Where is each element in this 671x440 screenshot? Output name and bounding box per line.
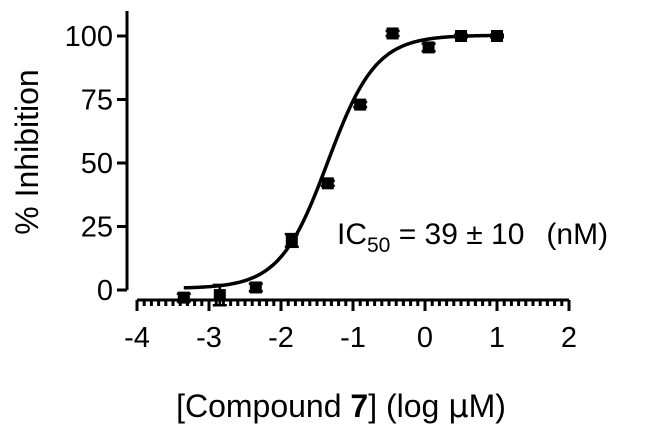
ic50-label: IC (337, 218, 367, 251)
data-point (177, 291, 190, 304)
x-tick-label: 1 (489, 322, 505, 354)
y-axis-title: % Inhibition (9, 69, 45, 234)
x-axis-title: [Compound 7] (log μM) (176, 387, 506, 425)
x-axis-title-compound-number: 7 (350, 388, 368, 424)
ic50-subscript: 50 (367, 234, 390, 257)
x-tick-label: -4 (124, 322, 150, 354)
x-tick-label: -1 (340, 322, 366, 354)
x-tick-label: 2 (561, 322, 577, 354)
x-axis-title-mu: μ (448, 387, 468, 425)
data-point (249, 281, 262, 294)
x-axis-title-part-3: M) (469, 388, 506, 424)
y-tick-label: 25 (81, 212, 113, 244)
x-tick-label: -2 (268, 322, 294, 354)
data-point (491, 30, 503, 42)
data-point (285, 234, 298, 247)
data-point (213, 289, 226, 302)
x-axis-title-part-2: ] (log (368, 388, 448, 424)
y-tick-label: 100 (65, 21, 113, 53)
x-tick-label: -3 (196, 322, 222, 354)
y-tick-label: 0 (97, 275, 113, 307)
y-tick-label: 75 (81, 85, 113, 117)
data-point (455, 30, 467, 42)
x-tick-label: 0 (417, 322, 433, 354)
data-point (386, 27, 399, 40)
data-point (422, 41, 435, 54)
ic50-unit: (nM) (546, 218, 608, 251)
plot-area: 0 25 50 75 100 -4 -3 -2 -1 0 1 2 (65, 11, 577, 354)
fit-curve (183, 33, 498, 290)
ic50-annotation: IC50 = 39 ± 10 (nM) (337, 218, 608, 257)
data-point (321, 177, 334, 190)
x-axis-title-part-1: [Compound (176, 388, 350, 424)
data-point (354, 98, 367, 111)
y-tick-label: 50 (81, 148, 113, 180)
ic50-value: = 39 ± 10 (390, 218, 524, 251)
